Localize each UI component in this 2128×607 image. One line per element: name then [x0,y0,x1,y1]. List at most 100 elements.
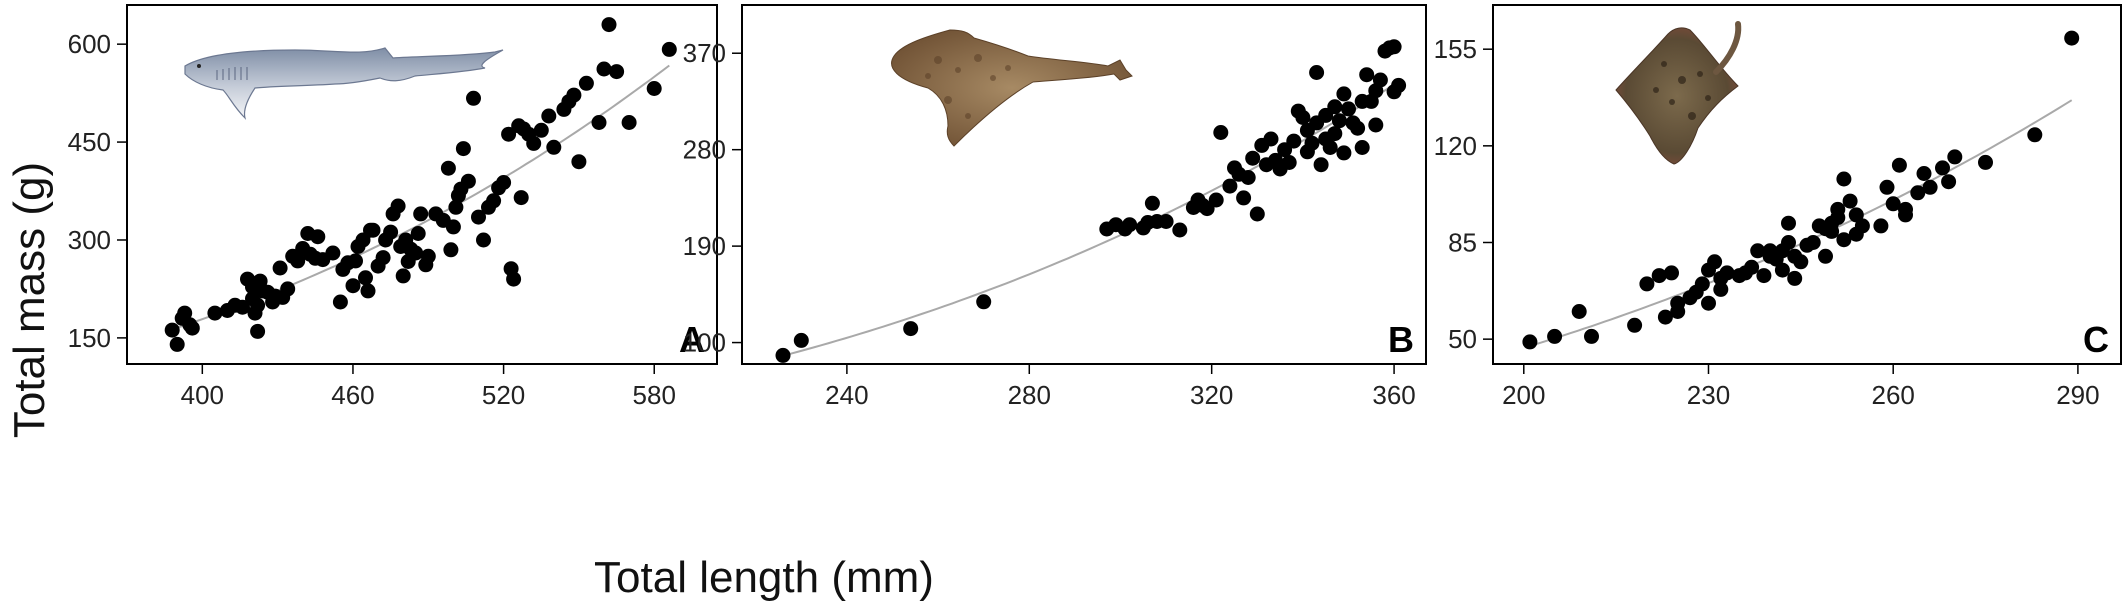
data-point [365,222,381,238]
y-tick-label: 155 [1434,34,1477,64]
panel-c-frame [1492,4,2122,365]
data-point [1891,157,1907,173]
x-tick-label: 280 [1008,380,1051,410]
data-point [395,268,411,284]
data-point [1313,157,1329,173]
data-point [1322,140,1338,155]
data-point [448,199,464,215]
x-tick-label: 290 [2056,380,2099,410]
data-point [1331,113,1347,129]
data-point [1208,192,1224,208]
data-point [1309,65,1325,80]
data-point [1651,268,1667,284]
y-tick-label: 280 [683,135,726,165]
data-point [443,242,459,258]
data-point [596,61,612,77]
shark-illustration [184,47,504,120]
data-point [591,115,607,130]
x-tick-label: 400 [181,380,224,410]
data-point [1263,131,1279,147]
data-point [455,141,471,157]
data-point [793,332,809,348]
data-point [184,320,200,336]
data-point [1787,270,1803,286]
ray-photo [1615,21,1742,165]
data-point [1793,254,1809,270]
data-point [471,209,486,225]
data-point [1571,304,1587,319]
data-point [1249,206,1265,222]
data-point [445,219,461,235]
data-point [1854,218,1870,234]
data-point [566,87,582,103]
panel-label-b: B [1388,319,1414,360]
y-tick-label: 370 [683,38,726,68]
data-point [1639,276,1655,292]
data-point [578,75,594,91]
data-point [1947,149,1963,165]
data-point [164,322,180,338]
data-point [1848,207,1864,223]
data-point [1916,166,1932,181]
data-point [1350,120,1366,136]
data-point [496,175,512,190]
y-tick-label: 190 [683,231,726,261]
data-point [410,226,426,241]
data-point [533,122,549,138]
data-point [541,108,557,124]
data-point [290,253,306,269]
data-point [1885,196,1901,212]
data-point [1359,67,1375,83]
data-point [2064,30,2080,46]
data-point [1824,223,1840,239]
y-tick-label: 100 [683,328,726,358]
data-point [1144,195,1160,211]
panel-label-c: C [2083,319,2109,360]
data-point [348,253,363,269]
data-point [1354,140,1370,155]
data-point [621,115,637,130]
data-point [1304,135,1320,151]
data-point [420,248,436,264]
data-point [358,270,373,286]
data-point [440,160,456,176]
x-tick-label: 580 [633,380,676,410]
data-point [310,229,326,245]
data-point [1935,160,1950,176]
data-point [1701,295,1716,311]
data-point [325,245,341,261]
y-tick-label: 600 [68,29,111,59]
data-point [486,193,502,209]
fitted-curve [1529,99,2073,347]
data-point [390,198,406,214]
data-point [601,17,617,33]
y-tick-label: 300 [68,225,111,255]
data-point [1781,235,1796,250]
y-tick-label: 450 [68,127,111,157]
data-point [646,81,662,96]
data-point [1236,190,1252,206]
data-point [375,250,391,266]
data-point [332,294,348,310]
data-point [571,154,587,170]
data-point [1756,268,1772,284]
data-point [1879,179,1895,195]
panel-b: 240 280 320 360 100 190 280 370 B [683,4,1427,410]
panel-a: 400 460 520 580 150 300 450 600 A [68,4,718,410]
data-point [609,64,625,80]
data-point [1713,281,1729,297]
data-point [976,294,992,310]
y-axis-title: Total mass (g) [5,162,54,438]
data-point [546,139,562,155]
x-tick-label: 200 [1502,380,1545,410]
x-tick-label: 360 [1372,380,1415,410]
data-point [1664,265,1679,281]
data-point [272,260,288,276]
data-point [1122,217,1138,233]
data-point [476,232,491,248]
data-point [1898,201,1913,217]
data-point [408,245,424,261]
data-point [1774,262,1790,278]
data-point [1830,201,1846,217]
